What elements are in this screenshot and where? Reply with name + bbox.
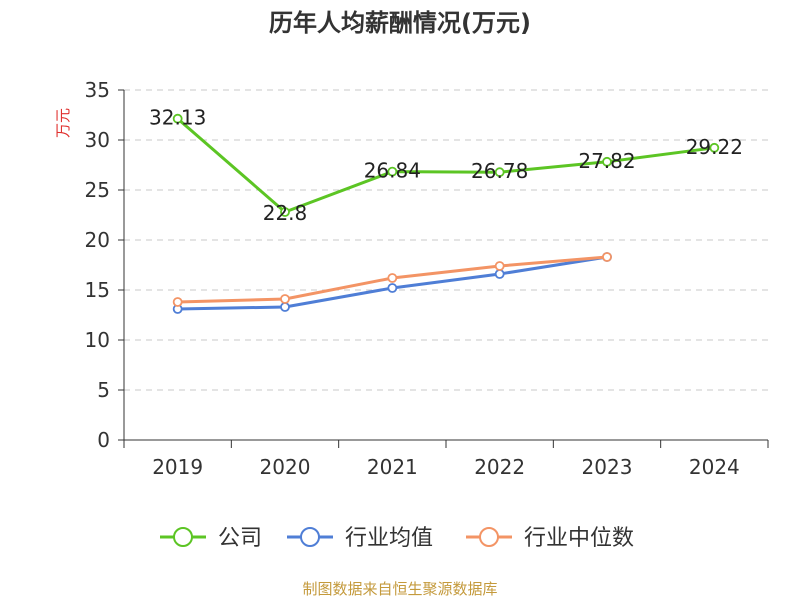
legend-item-2[interactable]: 行业中位数 (466, 526, 634, 551)
data-point[interactable] (172, 113, 183, 124)
y-axis-label: 万元 (54, 108, 72, 138)
data-label: 26.84 (364, 159, 421, 183)
data-point[interactable] (387, 273, 398, 283)
source-text: 制图数据来自恒生聚源数据库 (302, 580, 497, 598)
data-labels: 32.13 22.8 26.84 26.78 27.82 29.22 (149, 106, 743, 225)
legend-label: 行业中位数 (524, 526, 634, 551)
legend-item-0[interactable]: 公司 (160, 526, 262, 551)
x-tick-label: 2019 (152, 455, 203, 479)
legend-label: 行业均值 (345, 526, 433, 551)
y-tick-label: 25 (85, 178, 110, 202)
y-tick-label: 5 (97, 378, 110, 402)
data-label: 32.13 (149, 106, 206, 130)
data-point[interactable] (494, 269, 505, 279)
y-tick-label: 30 (85, 128, 110, 152)
data-point[interactable] (172, 297, 183, 307)
series-line-0 (176, 117, 716, 214)
data-point[interactable] (387, 166, 398, 177)
legend-marker (479, 527, 499, 547)
data-point[interactable] (280, 207, 290, 217)
y-tick-label: 15 (85, 278, 110, 302)
data-point[interactable] (280, 302, 290, 312)
legend[interactable]: 公司 行业均值 行业中位数 (160, 526, 634, 551)
x-tick-label: 2024 (689, 455, 740, 479)
chart-title: 历年人均薪酬情况(万元) (269, 9, 531, 37)
data-point[interactable] (602, 156, 612, 167)
data-label: 27.82 (578, 149, 635, 173)
data-point[interactable] (387, 283, 398, 293)
data-point[interactable] (709, 142, 720, 153)
data-label: 26.78 (471, 159, 528, 183)
data-label: 22.8 (263, 201, 308, 225)
data-point[interactable] (494, 261, 505, 271)
data-point[interactable] (602, 252, 612, 262)
axes: 0 5 10 15 20 25 30 35 2019 2020 2021 2022 2023 2024 (85, 78, 769, 479)
y-tick-label: 0 (97, 428, 110, 452)
data-point[interactable] (494, 167, 505, 178)
y-tick-label: 35 (85, 78, 110, 102)
series-layer (172, 113, 720, 314)
legend-marker (300, 527, 320, 547)
legend-marker (173, 527, 193, 547)
x-tick-label: 2022 (474, 455, 525, 479)
x-tick-label: 2021 (367, 455, 418, 479)
x-tick-label: 2020 (260, 455, 311, 479)
grid-lines (124, 89, 768, 391)
data-label: 29.22 (686, 135, 743, 159)
x-tick-label: 2023 (582, 455, 633, 479)
y-tick-label: 10 (85, 328, 110, 352)
legend-item-1[interactable]: 行业均值 (287, 526, 433, 551)
legend-label: 公司 (218, 526, 262, 551)
data-point[interactable] (280, 294, 290, 304)
y-tick-label: 20 (85, 228, 110, 252)
